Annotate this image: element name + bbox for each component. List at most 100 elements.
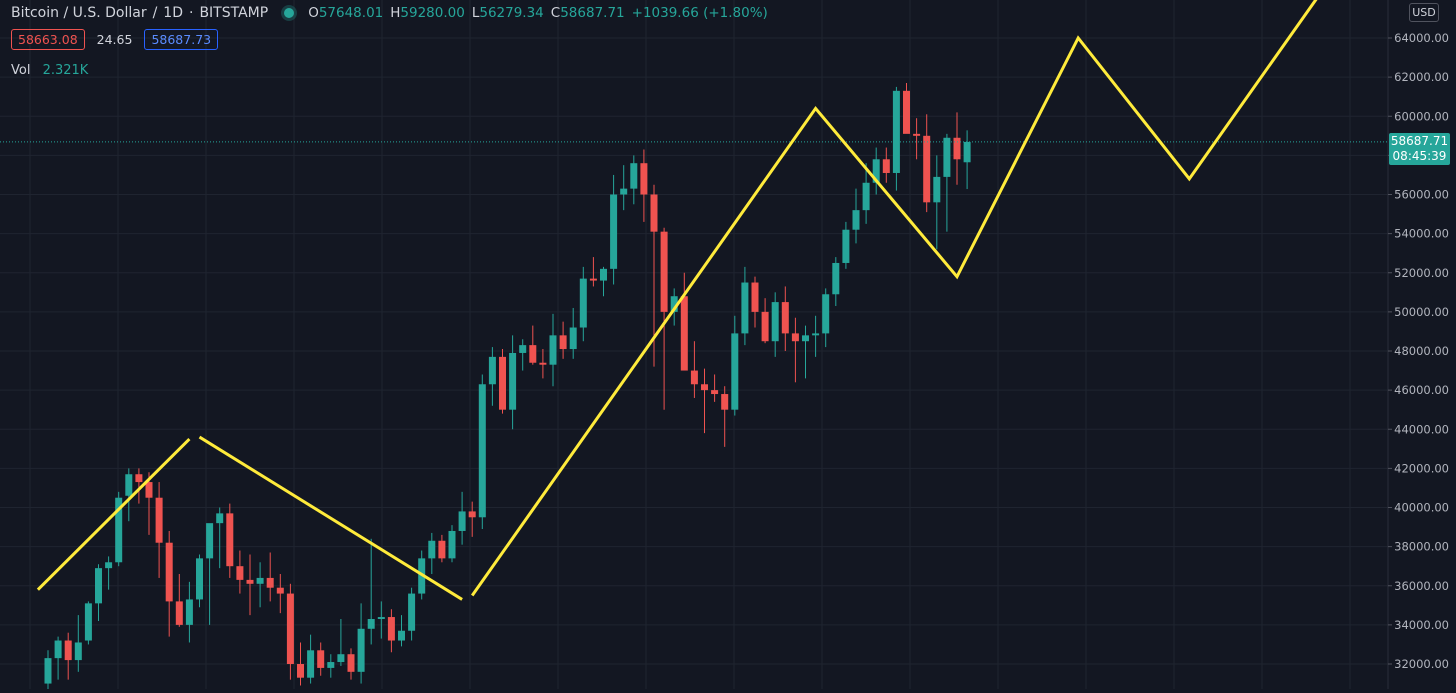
candle-body — [488, 356, 496, 385]
price-axis[interactable]: 32000.00 34000.00 36000.00 38000.00 40000.00… — [1387, 0, 1456, 689]
ohlc-open: O57648.01 — [308, 5, 384, 21]
candle — [549, 313, 557, 387]
candle-body — [650, 194, 658, 232]
candle-body — [953, 137, 961, 160]
candle-body — [913, 133, 921, 136]
interval-label[interactable]: 1D — [163, 5, 183, 21]
market-open-dot-icon — [284, 8, 295, 18]
candle — [256, 562, 264, 608]
candle-body — [387, 617, 395, 641]
candle — [327, 654, 335, 678]
currency-button[interactable]: USD — [1409, 3, 1439, 22]
candle-body — [256, 577, 264, 584]
grid-lines — [0, 0, 1388, 689]
candle — [115, 491, 123, 567]
candle — [317, 642, 325, 676]
candle-body — [559, 335, 567, 350]
candle — [519, 339, 527, 371]
candle — [539, 349, 547, 379]
trendline-drawing — [198, 435, 463, 601]
candle-body — [781, 302, 789, 334]
candle — [347, 648, 355, 680]
price-axis-label: 56000.00 — [1394, 188, 1449, 202]
candle-body — [630, 163, 638, 189]
candle — [751, 276, 759, 328]
candle-body — [680, 296, 688, 371]
candle-body — [226, 513, 234, 567]
candle-body — [791, 333, 799, 342]
last-price-value: 58687.71 — [1390, 134, 1449, 148]
price-axis-label: 32000.00 — [1394, 657, 1449, 671]
buy-price-button[interactable]: 58687.73 — [144, 29, 219, 50]
candle-body — [115, 497, 123, 563]
candle — [398, 615, 405, 647]
candle — [640, 149, 648, 222]
candle — [64, 632, 72, 680]
exchange-label[interactable]: BITSTAMP — [199, 5, 269, 21]
candle — [822, 288, 830, 348]
candle — [680, 272, 688, 371]
candle-body — [852, 210, 860, 230]
candle-body — [701, 384, 708, 391]
candle — [842, 221, 850, 269]
candle-body — [44, 658, 52, 684]
candle — [761, 298, 769, 344]
candle-body — [297, 664, 304, 678]
candle-body — [539, 362, 547, 365]
price-axis-label: 44000.00 — [1394, 422, 1449, 436]
candle — [791, 317, 799, 383]
candle — [610, 174, 618, 285]
candle-body — [600, 268, 607, 281]
symbol-name[interactable]: Bitcoin / U.S. Dollar — [11, 5, 147, 21]
candle-body — [610, 194, 618, 269]
candle — [377, 601, 385, 639]
candle-body — [367, 619, 375, 629]
candle — [206, 523, 214, 625]
candle — [196, 554, 203, 608]
price-axis-label: 60000.00 — [1394, 109, 1449, 123]
candle — [276, 574, 284, 614]
candle — [337, 619, 345, 666]
candle — [882, 147, 890, 183]
candle-body — [620, 188, 628, 195]
price-axis-label: 36000.00 — [1394, 579, 1449, 593]
price-axis-label: 38000.00 — [1394, 540, 1449, 554]
candle — [589, 257, 597, 287]
candle-body — [327, 662, 335, 668]
candle — [600, 266, 607, 297]
candle-body — [690, 370, 698, 385]
candle-body — [569, 327, 577, 350]
price-axis-label: 52000.00 — [1394, 266, 1449, 280]
price-axis-label: 48000.00 — [1394, 344, 1449, 358]
candle — [943, 133, 951, 232]
candle-body — [266, 577, 274, 588]
candle — [428, 532, 436, 575]
volume-legend[interactable]: Vol 2.321K — [11, 63, 88, 78]
price-axis-label: 62000.00 — [1394, 70, 1449, 84]
price-axis-label: 46000.00 — [1394, 383, 1449, 397]
candle-body — [741, 282, 749, 334]
candle-body — [842, 229, 850, 263]
candle — [913, 118, 921, 160]
candle — [246, 554, 254, 616]
candle — [44, 650, 52, 693]
candle — [145, 472, 153, 535]
candle-body — [822, 294, 830, 334]
candle — [448, 525, 456, 563]
trendline-drawings[interactable] — [36, 0, 1321, 601]
candle-body — [155, 497, 163, 543]
candle-body — [711, 390, 719, 395]
candle-body — [74, 642, 82, 661]
candle-body — [761, 311, 769, 342]
price-axis-label: 42000.00 — [1394, 461, 1449, 475]
candle — [357, 603, 365, 684]
sell-price-button[interactable]: 58663.08 — [11, 29, 85, 50]
candle-body — [347, 654, 355, 672]
price-axis-label: 34000.00 — [1394, 618, 1449, 632]
symbol-legend: Bitcoin / U.S. Dollar / 1D · BITSTAMP O5… — [11, 5, 768, 21]
price-axis-label: 64000.00 — [1394, 31, 1449, 45]
candle — [165, 530, 173, 637]
candle — [155, 482, 163, 578]
